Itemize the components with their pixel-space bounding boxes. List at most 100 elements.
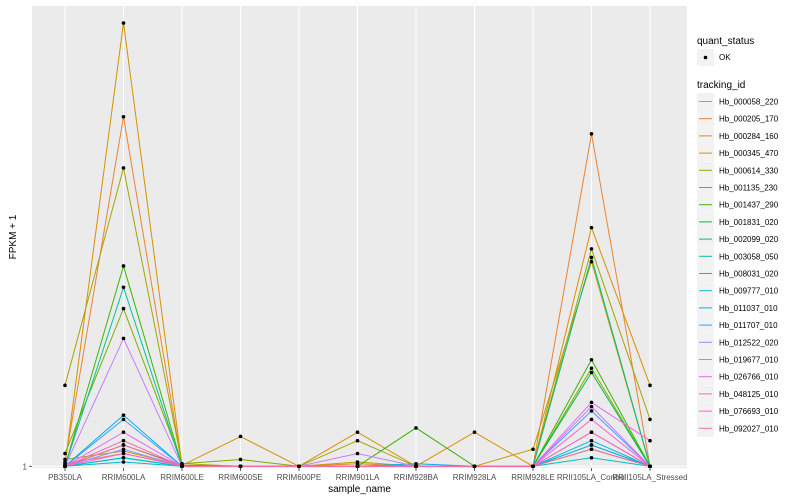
grid-lines bbox=[32, 6, 687, 468]
data-point bbox=[121, 417, 126, 422]
y-axis-title: FPKM + 1 bbox=[8, 214, 19, 259]
data-point bbox=[297, 464, 301, 469]
data-point bbox=[648, 383, 652, 388]
data-point bbox=[589, 370, 594, 375]
data-point bbox=[121, 306, 126, 311]
legend-item-label: Hb_000345_470 bbox=[719, 149, 779, 158]
data-point bbox=[121, 460, 126, 464]
data-point bbox=[589, 409, 594, 413]
legend-item-label: Hb_000058_220 bbox=[719, 98, 779, 107]
data-point bbox=[589, 225, 594, 230]
data-point bbox=[589, 259, 594, 264]
data-point bbox=[589, 132, 594, 136]
legend-quant-label: OK bbox=[719, 53, 731, 62]
data-point bbox=[589, 400, 594, 405]
data-point bbox=[121, 336, 126, 341]
data-point bbox=[648, 464, 652, 469]
data-point bbox=[121, 430, 126, 434]
legend-item-label: Hb_000205_170 bbox=[719, 115, 779, 124]
data-point bbox=[648, 417, 652, 422]
x-tick-label: RRIM600LA bbox=[102, 473, 146, 482]
x-tick-label: RRIM928LA bbox=[453, 473, 497, 482]
legend-item-label: Hb_019677_010 bbox=[719, 356, 779, 365]
legend-item-label: Hb_011037_010 bbox=[719, 304, 778, 313]
legend-tracking-title: tracking_id bbox=[697, 80, 745, 91]
data-point bbox=[472, 464, 477, 469]
y-tick-label: 1 bbox=[23, 462, 28, 471]
legend-item-label: Hb_000614_330 bbox=[719, 166, 779, 175]
data-point bbox=[63, 451, 67, 456]
data-point bbox=[531, 447, 535, 452]
data-point bbox=[121, 21, 126, 25]
axes: PB350LA RRIM600LA RRIM600LE RRIM600SE RRIM60… bbox=[23, 462, 688, 482]
x-tick-label: RRIM600SE bbox=[218, 473, 262, 482]
data-point bbox=[589, 247, 594, 251]
data-point bbox=[589, 430, 594, 434]
data-point bbox=[121, 447, 126, 452]
x-tick-label: RRIM901LA bbox=[336, 473, 380, 482]
data-point bbox=[121, 264, 126, 268]
legend-item-label: Hb_076693_010 bbox=[719, 407, 779, 416]
data-point bbox=[355, 430, 360, 434]
data-point bbox=[414, 461, 418, 466]
data-point bbox=[472, 430, 477, 434]
legend-item-label: Hb_009777_010 bbox=[719, 287, 779, 296]
data-point bbox=[589, 255, 594, 260]
data-point bbox=[414, 426, 418, 430]
data-point bbox=[648, 438, 652, 443]
data-point bbox=[589, 443, 594, 447]
data-point bbox=[63, 464, 67, 469]
data-point bbox=[589, 447, 594, 452]
data-points bbox=[63, 21, 652, 469]
legend-item-label: Hb_008031_020 bbox=[719, 270, 779, 279]
legend: quant_status OK tracking_id Hb_000058_22… bbox=[697, 36, 779, 437]
data-point bbox=[414, 464, 418, 469]
x-tick-label: PB350LA bbox=[48, 473, 82, 482]
legend-item-label: Hb_001135_230 bbox=[719, 184, 778, 193]
legend-quant-title: quant_status bbox=[697, 36, 754, 47]
data-point bbox=[531, 464, 535, 469]
x-tick-label: RRIM600PE bbox=[277, 473, 321, 482]
data-point bbox=[63, 457, 67, 462]
legend-item-label: Hb_048125_010 bbox=[719, 390, 779, 399]
data-point bbox=[589, 404, 594, 409]
x-tick-label: RRII105LA_Stressed bbox=[612, 473, 687, 482]
data-point bbox=[355, 451, 360, 456]
data-point bbox=[589, 366, 594, 371]
data-point bbox=[121, 455, 126, 460]
data-point bbox=[121, 438, 126, 443]
legend-item-label: Hb_011707_010 bbox=[719, 321, 778, 330]
data-point bbox=[121, 285, 126, 290]
x-tick-label: RRIM600LE bbox=[160, 473, 204, 482]
legend-item-label: Hb_003058_050 bbox=[719, 252, 779, 261]
x-tick-label: RRII105LA_Control bbox=[557, 473, 627, 482]
x-axis-title: sample_name bbox=[328, 484, 391, 495]
x-tick-label: RRIM928LE bbox=[511, 473, 555, 482]
data-point bbox=[355, 460, 360, 464]
data-point bbox=[63, 460, 67, 464]
legend-item-label: Hb_026766_010 bbox=[719, 373, 779, 382]
data-point bbox=[355, 464, 360, 469]
legend-item-label: Hb_002099_020 bbox=[719, 235, 779, 244]
data-point bbox=[121, 443, 126, 447]
data-point bbox=[180, 464, 184, 469]
data-point bbox=[355, 438, 360, 443]
data-point bbox=[238, 464, 243, 469]
data-point bbox=[63, 383, 67, 388]
data-point bbox=[589, 455, 594, 460]
data-point bbox=[121, 166, 126, 170]
legend-item-label: Hb_000284_160 bbox=[719, 132, 779, 141]
data-point bbox=[589, 417, 594, 422]
data-point bbox=[121, 115, 126, 119]
x-tick-label: RRIM928BA bbox=[394, 473, 439, 482]
data-point bbox=[121, 451, 126, 456]
data-point bbox=[121, 413, 126, 417]
data-point bbox=[238, 457, 243, 462]
legend-quant-dot bbox=[703, 55, 708, 60]
legend-item-label: Hb_001437_290 bbox=[719, 201, 779, 210]
legend-item-label: Hb_001831_020 bbox=[719, 218, 779, 227]
data-point bbox=[238, 434, 243, 439]
data-point bbox=[589, 438, 594, 443]
